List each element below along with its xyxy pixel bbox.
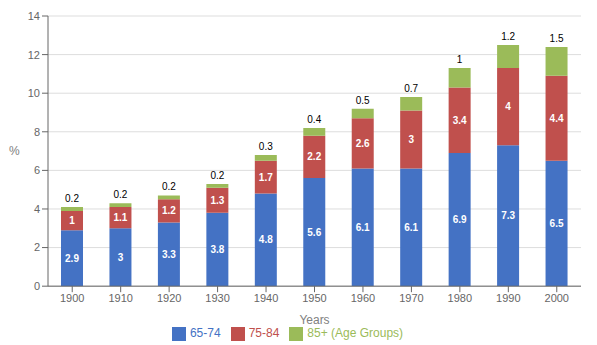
- svg-text:2.6: 2.6: [356, 138, 370, 149]
- svg-text:5.6: 5.6: [307, 227, 321, 238]
- svg-text:3: 3: [408, 134, 414, 145]
- svg-text:0.2: 0.2: [210, 170, 224, 181]
- svg-text:0.2: 0.2: [162, 181, 176, 192]
- svg-text:1.2: 1.2: [501, 31, 515, 42]
- html-text:85+ (Age Groups): 85+ (Age Groups): [307, 326, 404, 341]
- svg-text:1.3: 1.3: [210, 195, 224, 206]
- svg-text:1950: 1950: [302, 292, 326, 304]
- svg-text:1940: 1940: [254, 292, 278, 304]
- svg-text:1980: 1980: [448, 292, 472, 304]
- svg-text:4: 4: [505, 101, 511, 112]
- svg-text:1: 1: [457, 54, 463, 65]
- svg-text:Years: Years: [299, 313, 329, 327]
- svg-text:4: 4: [34, 203, 40, 215]
- svg-text:4.4: 4.4: [550, 113, 564, 124]
- svg-text:3.4: 3.4: [453, 115, 467, 126]
- svg-text:1970: 1970: [399, 292, 423, 304]
- svg-text:1.1: 1.1: [114, 212, 128, 223]
- svg-text:1.2: 1.2: [162, 205, 176, 216]
- svg-text:0.3: 0.3: [259, 141, 273, 152]
- svg-text:1.5: 1.5: [550, 33, 564, 44]
- svg-text:6.5: 6.5: [550, 218, 564, 229]
- svg-text:2000: 2000: [545, 292, 569, 304]
- svg-text:1930: 1930: [205, 292, 229, 304]
- svg-text:2: 2: [34, 241, 40, 253]
- svg-text:%: %: [9, 144, 20, 158]
- svg-text:1900: 1900: [60, 292, 84, 304]
- svg-text:6.1: 6.1: [404, 222, 418, 233]
- svg-text:8: 8: [34, 126, 40, 138]
- svg-text:12: 12: [28, 49, 40, 61]
- svg-text:1910: 1910: [108, 292, 132, 304]
- svg-text:1990: 1990: [496, 292, 520, 304]
- svg-text:3.8: 3.8: [210, 244, 224, 255]
- svg-text:0.2: 0.2: [65, 193, 79, 204]
- svg-text:0.7: 0.7: [404, 83, 418, 94]
- svg-text:1.7: 1.7: [259, 172, 273, 183]
- svg-text:1960: 1960: [351, 292, 375, 304]
- svg-text:10: 10: [28, 87, 40, 99]
- svg-text:6: 6: [34, 164, 40, 176]
- svg-text:7.3: 7.3: [501, 210, 515, 221]
- svg-text:0: 0: [34, 280, 40, 292]
- svg-text:3.3: 3.3: [162, 249, 176, 260]
- svg-text:2.2: 2.2: [307, 151, 321, 162]
- svg-text:14: 14: [28, 10, 40, 22]
- svg-text:1920: 1920: [157, 292, 181, 304]
- html-text:75-84: 75-84: [248, 326, 280, 341]
- svg-text:0.4: 0.4: [307, 114, 321, 125]
- svg-text:6.9: 6.9: [453, 214, 467, 225]
- svg-text:1: 1: [69, 215, 75, 226]
- svg-text:2.9: 2.9: [65, 253, 79, 264]
- svg-text:6.1: 6.1: [356, 222, 370, 233]
- html-text:65-74: 65-74: [189, 326, 221, 341]
- svg-text:3: 3: [118, 252, 124, 263]
- svg-text:0.5: 0.5: [356, 95, 370, 106]
- svg-text:4.8: 4.8: [259, 234, 273, 245]
- svg-text:0.2: 0.2: [114, 189, 128, 200]
